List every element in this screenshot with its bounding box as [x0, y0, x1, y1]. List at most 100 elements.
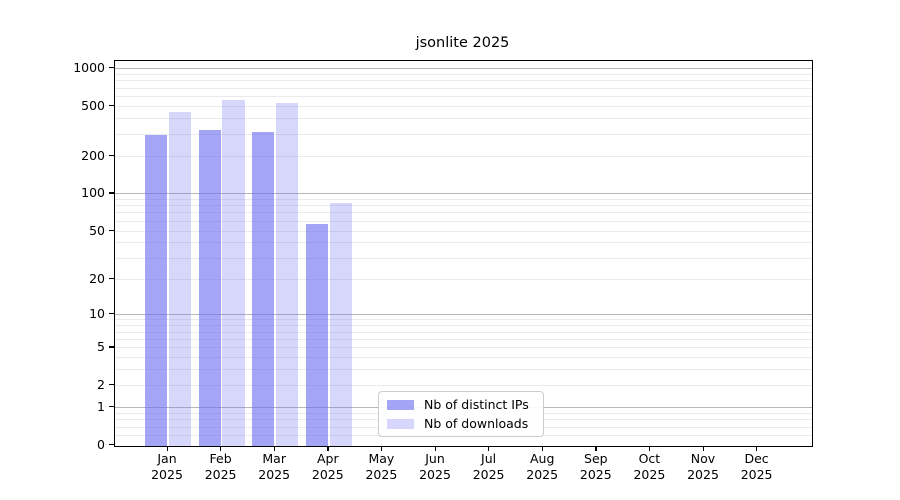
x-tick-mark [702, 446, 704, 451]
y-tick-mark [109, 384, 114, 386]
legend-label-distinct-ips: Nb of distinct IPs [424, 397, 529, 412]
bar-distinct-ips-mar [252, 132, 275, 446]
gridline-minor [115, 369, 812, 371]
month-label: Mar [262, 451, 286, 466]
year-label: 2025 [633, 466, 666, 482]
x-tick-label-dec: Dec 2025 [725, 451, 789, 482]
x-tick-label-aug: Aug 2025 [510, 451, 574, 482]
y-tick-mark [109, 346, 114, 348]
year-label: 2025 [311, 466, 344, 482]
bar-distinct-ips-apr [305, 224, 328, 446]
x-tick-label-jan: Jan 2025 [135, 451, 199, 482]
x-tick-mark [434, 446, 436, 451]
x-tick-mark [327, 446, 329, 451]
year-label: 2025 [526, 466, 559, 482]
gridline-minor [115, 242, 812, 244]
gridline-minor [115, 325, 812, 327]
month-label: Feb [209, 451, 232, 466]
x-tick-mark [595, 446, 597, 451]
gridline-minor [115, 95, 812, 97]
bar-distinct-ips-jan [144, 134, 168, 446]
x-tick-label-sep: Sep 2025 [564, 451, 628, 482]
x-tick-mark [273, 446, 275, 451]
x-tick-mark [166, 446, 168, 451]
gridline-major [115, 193, 812, 195]
gridline-minor [115, 155, 812, 157]
month-label: Sep [584, 451, 608, 466]
month-label: May [368, 451, 395, 466]
year-label: 2025 [365, 466, 398, 482]
month-label: Jun [425, 451, 445, 466]
year-label: 2025 [472, 466, 505, 482]
y-tick-mark [109, 277, 114, 280]
gridline-minor [115, 385, 812, 387]
bar-downloads-jan [168, 112, 192, 446]
y-tick-mark [109, 67, 114, 69]
month-label: Dec [744, 451, 769, 466]
legend: Nb of distinct IPs Nb of downloads [378, 391, 544, 437]
y-tick-label-20: 20 [89, 270, 105, 286]
x-tick-label-jul: Jul 2025 [457, 451, 521, 482]
y-tick-mark [109, 406, 114, 408]
y-tick-mark [109, 444, 114, 446]
legend-swatch-distinct-ips-icon [387, 399, 414, 410]
year-label: 2025 [740, 466, 773, 482]
month-label: Aug [529, 451, 555, 466]
legend-item-downloads: Nb of downloads [379, 416, 543, 431]
gridline-minor [115, 331, 812, 333]
x-tick-mark [541, 446, 543, 451]
gridline-minor [115, 319, 812, 321]
y-tick-label-1: 1 [97, 399, 105, 415]
y-tick-label-0: 0 [97, 437, 105, 452]
month-label: Nov [690, 451, 716, 466]
x-tick-label-may: May 2025 [349, 451, 413, 482]
x-tick-label-mar: Mar 2025 [242, 451, 306, 482]
bar-downloads-feb [222, 99, 245, 446]
x-tick-mark [380, 446, 383, 451]
gridline-minor [115, 118, 812, 120]
gridline-minor [115, 205, 812, 207]
gridline-major [115, 314, 812, 316]
plot-area [114, 60, 813, 447]
x-tick-mark [756, 446, 758, 451]
gridline-minor [115, 105, 812, 107]
year-label: 2025 [419, 466, 451, 482]
gridline-minor [115, 230, 812, 232]
y-tick-mark [109, 229, 114, 231]
year-label: 2025 [204, 466, 237, 482]
year-label: 2025 [687, 466, 719, 482]
gridline-minor [115, 80, 812, 82]
month-label: Apr [316, 451, 339, 466]
year-label: 2025 [151, 466, 183, 482]
gridline-minor [115, 87, 812, 89]
x-tick-label-oct: Oct 2025 [617, 451, 681, 482]
legend-label-downloads: Nb of downloads [424, 416, 529, 431]
x-tick-label-apr: Apr 2025 [296, 451, 360, 482]
gridline-minor [115, 257, 812, 259]
x-tick-mark [488, 446, 490, 451]
x-tick-label-nov: Nov 2025 [671, 451, 735, 482]
x-tick-mark [648, 446, 651, 451]
x-tick-label-jun: Jun 2025 [403, 451, 467, 482]
month-label: Jul [481, 451, 497, 466]
y-tick-label-2: 2 [97, 377, 105, 393]
gridline-minor [115, 198, 812, 200]
y-tick-label-1000: 1000 [73, 60, 105, 76]
bar-distinct-ips-feb [198, 130, 221, 446]
gridline-minor [115, 133, 812, 135]
gridline-minor [115, 357, 812, 359]
y-tick-mark [109, 104, 114, 107]
y-tick-label-50: 50 [89, 222, 105, 238]
gridline-minor [115, 220, 812, 222]
year-label: 2025 [258, 466, 291, 482]
y-tick-label-10: 10 [89, 306, 105, 322]
legend-swatch-downloads-icon [387, 418, 414, 429]
year-label: 2025 [579, 466, 612, 482]
bar-downloads-apr [329, 202, 352, 446]
y-tick-mark [109, 313, 114, 315]
y-tick-label-100: 100 [81, 185, 105, 201]
gridline-minor [115, 212, 812, 214]
month-label: Jan [157, 451, 177, 466]
y-tick-label-500: 500 [81, 97, 105, 113]
